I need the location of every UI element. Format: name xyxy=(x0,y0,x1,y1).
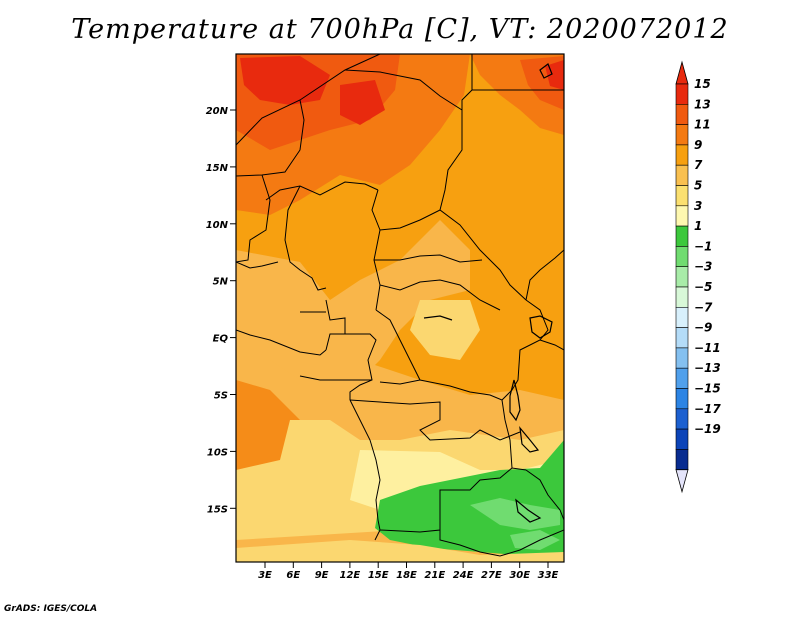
colorbar-top-arrow xyxy=(675,60,689,85)
colorbar-label: −3 xyxy=(694,260,712,274)
colorbar-swatch xyxy=(675,246,689,267)
colorbar-label: −11 xyxy=(694,341,721,355)
latitude-labels: 20N 15N 10N 5N EQ 5S 10S 15S xyxy=(206,106,236,515)
colorbar-swatch xyxy=(675,83,689,105)
colorbar-swatch xyxy=(675,266,689,288)
colorbar-swatch xyxy=(675,388,689,410)
lon-label: 15E xyxy=(368,570,389,581)
lon-label: 21E xyxy=(424,570,445,581)
colorbar-label: 13 xyxy=(694,97,711,111)
lon-label: 18E xyxy=(396,570,417,581)
colorbar-swatch xyxy=(675,225,689,247)
colorbar-swatch xyxy=(675,367,689,389)
colorbar-label: −13 xyxy=(694,361,721,375)
colorbar-label: 1 xyxy=(694,219,702,233)
lon-label: 3E xyxy=(258,570,272,581)
lon-label: 9E xyxy=(315,570,329,581)
colorbar-swatch xyxy=(675,185,689,207)
lat-label: 15S xyxy=(207,504,228,515)
colorbar-swatch xyxy=(675,428,689,450)
lat-label: 5N xyxy=(213,277,229,288)
colorbar-swatch xyxy=(675,286,689,308)
colorbar-swatch xyxy=(675,124,689,146)
lat-label: 10S xyxy=(207,447,228,458)
colorbar-label: −1 xyxy=(694,239,712,253)
colorbar-swatch xyxy=(675,144,689,166)
map-frame xyxy=(235,53,565,563)
colorbar-label: 9 xyxy=(694,138,702,152)
colorbar-label: −9 xyxy=(694,321,712,335)
colorbar-label: −19 xyxy=(694,422,721,436)
lon-label: 27E xyxy=(481,570,502,581)
colorbar-label: 11 xyxy=(694,118,711,132)
colorbar-label: 5 xyxy=(694,179,702,193)
map-title: Temperature at 700hPa [C], VT: 202007201… xyxy=(71,14,729,45)
lon-label: 24E xyxy=(453,570,474,581)
lat-label: 15N xyxy=(206,163,229,174)
colorbar-swatch xyxy=(675,449,689,470)
colorbar-swatch xyxy=(675,104,689,125)
colorbar-label: −7 xyxy=(694,300,713,314)
lat-label: 5S xyxy=(214,391,228,402)
lon-label: 33E xyxy=(538,570,559,581)
lat-label: 10N xyxy=(206,220,229,231)
colorbar-label: 15 xyxy=(694,77,711,91)
colorbar-swatch xyxy=(675,327,689,349)
colorbar-bottom-arrow xyxy=(675,469,689,494)
colorbar-label: 7 xyxy=(694,158,703,172)
colorbar-label: 3 xyxy=(694,199,702,213)
colorbar-label: −17 xyxy=(694,402,721,416)
colorbar-swatch xyxy=(675,347,689,369)
colorbar: 15 13 11 9 7 5 3 1 −1 −3 −5 −7 −9 −11 −13 −15 −17 −19 xyxy=(675,60,721,494)
grads-credit: GrADS: IGES/COLA xyxy=(4,604,98,614)
colorbar-swatch xyxy=(675,205,689,227)
country-borders xyxy=(236,54,564,557)
colorbar-swatch xyxy=(675,306,689,328)
longitude-labels: 3E 6E 9E 12E 15E 18E 21E 24E 27E 30E 33E xyxy=(258,562,559,581)
colorbar-swatch xyxy=(675,164,689,186)
lon-label: 6E xyxy=(286,570,300,581)
colorbar-swatch xyxy=(675,408,689,430)
lat-label: 20N xyxy=(206,106,229,117)
lon-label: 30E xyxy=(509,570,530,581)
temperature-field xyxy=(236,54,564,562)
lat-label: EQ xyxy=(213,334,229,345)
lakes xyxy=(423,63,553,523)
colorbar-label: −15 xyxy=(694,382,721,396)
colorbar-label: −5 xyxy=(694,280,712,294)
lon-label: 12E xyxy=(340,570,361,581)
